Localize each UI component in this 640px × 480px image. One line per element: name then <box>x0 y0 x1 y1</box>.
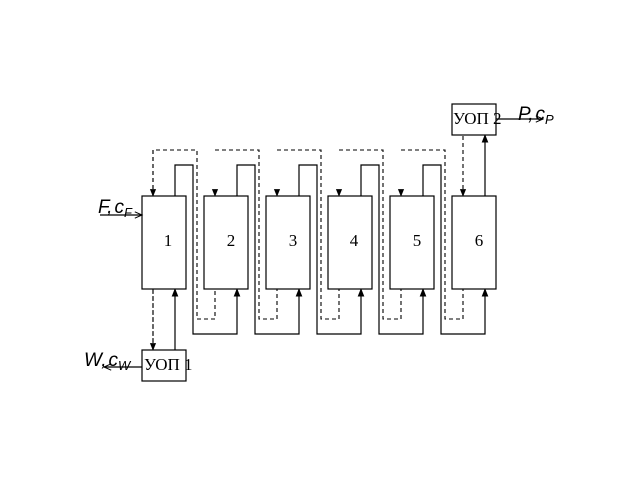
solid-link-2-3 <box>236 164 303 335</box>
product-label: P, cP <box>518 104 554 127</box>
feed-comma: , <box>107 197 112 218</box>
dashed-flow-lines <box>149 135 464 351</box>
feed-input: F, cF <box>98 197 144 220</box>
stage-block-3: 3 <box>265 195 311 290</box>
stage-block-5: 5 <box>389 195 435 290</box>
stage-blocks: 1 2 3 4 5 6 <box>141 195 497 290</box>
stage-label-1: 1 <box>164 231 173 250</box>
stage-label-3: 3 <box>289 231 298 250</box>
uop2-block: УОП 2 <box>451 103 502 136</box>
dashed-link-3-4 <box>277 149 340 320</box>
water-comma: , <box>101 350 106 371</box>
product-sub: P <box>545 112 554 127</box>
water-c: c <box>109 350 119 371</box>
dashed-link-1-2 <box>152 149 219 350</box>
feed-c: c <box>114 197 124 218</box>
stage-label-4: 4 <box>350 231 359 250</box>
solid-flow-lines <box>171 134 489 350</box>
product-c: c <box>536 104 546 125</box>
water-sub: W <box>118 358 132 373</box>
dashed-link-2-3 <box>215 149 278 320</box>
stage-block-4: 4 <box>327 195 373 290</box>
solid-link-5-6 <box>422 164 489 335</box>
stage-block-1: 1 <box>141 195 187 290</box>
product-var: P <box>518 104 531 125</box>
uop1-label: УОП 1 <box>144 355 193 374</box>
dashed-link-5-6 <box>401 149 464 320</box>
water-input: W, cW <box>84 350 142 373</box>
water-label: W, cW <box>84 350 132 373</box>
stage-block-2: 2 <box>203 195 249 290</box>
stage-label-5: 5 <box>413 231 422 250</box>
stage-block-6: 6 <box>451 195 497 290</box>
stage-label-6: 6 <box>475 231 484 250</box>
uop1-block: УОП 1 <box>141 349 193 382</box>
product-comma: , <box>528 104 533 125</box>
feed-sub: F <box>124 205 133 220</box>
stage-label-2: 2 <box>227 231 236 250</box>
solid-link-3-4 <box>298 164 365 335</box>
uop2-label: УОП 2 <box>453 109 502 128</box>
product-output: P, cP <box>496 104 554 127</box>
dashed-link-4-5 <box>339 149 402 320</box>
water-var: W <box>84 350 104 371</box>
feed-label: F, cF <box>98 197 133 220</box>
solid-link-4-5 <box>360 164 427 335</box>
dashed-arrowheads <box>211 189 467 197</box>
solid-link-1-2 <box>174 164 241 335</box>
